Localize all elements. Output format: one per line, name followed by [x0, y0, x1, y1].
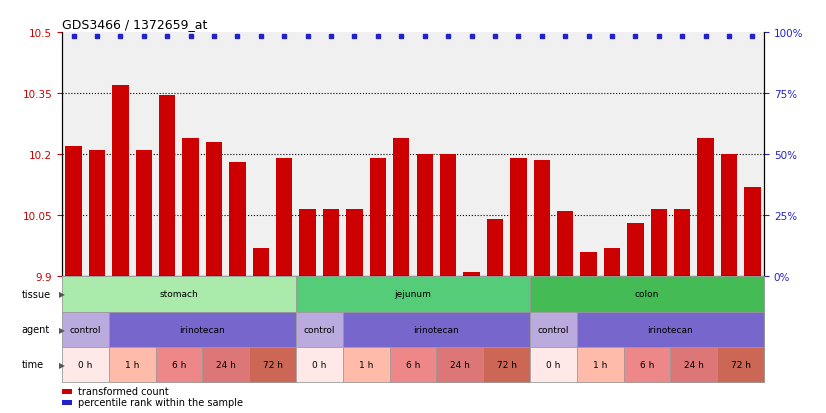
Text: 72 h: 72 h — [263, 360, 282, 369]
Bar — [276, 159, 292, 277]
Text: jejunum: jejunum — [395, 290, 431, 299]
Text: 24 h: 24 h — [216, 360, 235, 369]
Text: control: control — [538, 325, 569, 334]
Text: control: control — [304, 325, 335, 334]
Bar — [112, 86, 129, 277]
Bar — [534, 161, 550, 277]
Bar — [581, 252, 596, 277]
Bar — [135, 151, 152, 277]
Text: 24 h: 24 h — [684, 360, 704, 369]
Text: ▶: ▶ — [59, 325, 64, 334]
Bar — [697, 139, 714, 277]
Text: 72 h: 72 h — [496, 360, 516, 369]
Bar — [183, 139, 199, 277]
Text: 72 h: 72 h — [731, 360, 751, 369]
Bar — [253, 248, 269, 277]
Bar — [323, 210, 339, 277]
Text: 6 h: 6 h — [406, 360, 420, 369]
Text: 0 h: 0 h — [312, 360, 326, 369]
Bar — [89, 151, 105, 277]
Bar — [393, 139, 410, 277]
Text: 6 h: 6 h — [172, 360, 186, 369]
Bar — [557, 212, 573, 277]
Bar — [230, 163, 245, 277]
Text: irinotecan: irinotecan — [648, 325, 693, 334]
Text: 1 h: 1 h — [359, 360, 373, 369]
Bar — [65, 147, 82, 277]
Text: time: time — [21, 359, 44, 370]
Text: percentile rank within the sample: percentile rank within the sample — [78, 397, 244, 407]
Text: 1 h: 1 h — [125, 360, 140, 369]
Text: 6 h: 6 h — [640, 360, 654, 369]
Bar — [721, 155, 737, 277]
Text: stomach: stomach — [159, 290, 198, 299]
Text: 0 h: 0 h — [78, 360, 93, 369]
Bar — [346, 210, 363, 277]
Bar — [744, 188, 761, 277]
Bar — [440, 155, 456, 277]
Text: 24 h: 24 h — [450, 360, 470, 369]
Bar — [510, 159, 526, 277]
Bar — [159, 96, 175, 277]
Bar — [463, 273, 480, 277]
Bar — [627, 224, 643, 277]
Text: control: control — [69, 325, 101, 334]
Text: irinotecan: irinotecan — [179, 325, 225, 334]
Text: colon: colon — [635, 290, 659, 299]
Text: GDS3466 / 1372659_at: GDS3466 / 1372659_at — [62, 17, 207, 31]
Text: ▶: ▶ — [59, 360, 64, 369]
Text: agent: agent — [21, 324, 50, 335]
Text: irinotecan: irinotecan — [414, 325, 459, 334]
Bar — [370, 159, 386, 277]
Bar — [604, 248, 620, 277]
Bar — [206, 142, 222, 277]
Text: tissue: tissue — [21, 289, 51, 299]
Bar — [416, 155, 433, 277]
Text: 1 h: 1 h — [593, 360, 607, 369]
Text: 0 h: 0 h — [546, 360, 561, 369]
Bar — [487, 220, 503, 277]
Bar — [674, 210, 691, 277]
Text: ▶: ▶ — [59, 290, 64, 299]
Bar — [300, 210, 316, 277]
Bar — [651, 210, 667, 277]
Text: transformed count: transformed count — [78, 386, 169, 396]
